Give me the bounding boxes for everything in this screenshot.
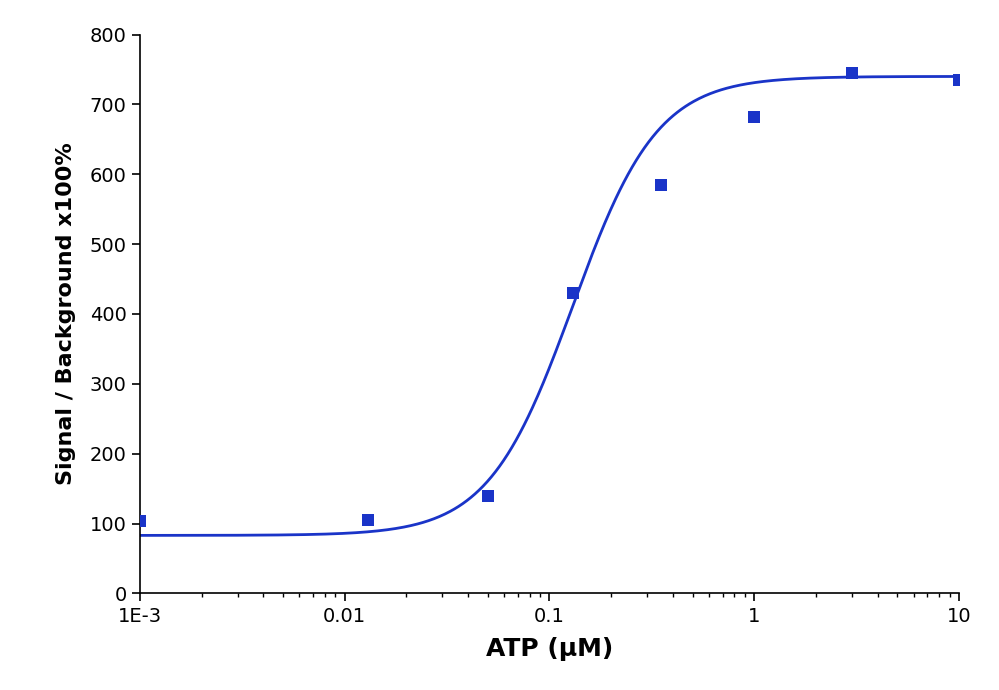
Point: [564, 288, 580, 299]
Point: [132, 516, 148, 527]
Point: [653, 179, 669, 190]
Y-axis label: Signal / Background x100%: Signal / Background x100%: [56, 143, 76, 485]
Point: [360, 515, 376, 526]
X-axis label: ATP (μM): ATP (μM): [486, 637, 613, 661]
Point: [480, 490, 496, 501]
Point: [746, 111, 762, 122]
Point: [844, 68, 860, 79]
Point: [951, 75, 967, 86]
